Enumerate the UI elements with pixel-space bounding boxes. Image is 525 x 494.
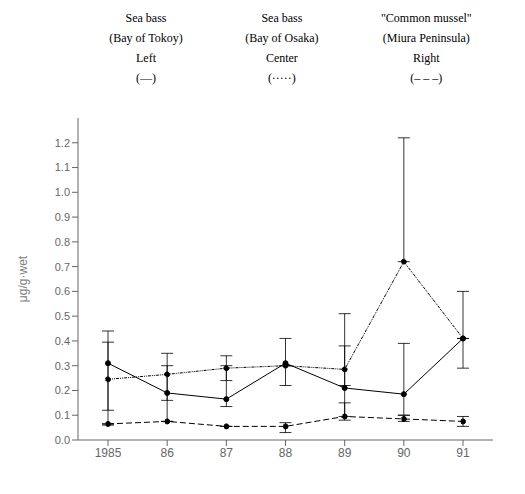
svg-text:0.7: 0.7 bbox=[55, 261, 70, 273]
html-text:(Bay of Tokoy): (Bay of Tokoy) bbox=[109, 31, 183, 45]
html-text:Left: Left bbox=[136, 51, 156, 65]
html-text:Center: Center bbox=[265, 51, 298, 65]
svg-text:0.4: 0.4 bbox=[55, 335, 70, 347]
svg-text:88: 88 bbox=[279, 446, 293, 460]
svg-text:μg/g·wet: μg/g·wet bbox=[16, 255, 30, 302]
svg-text:1.2: 1.2 bbox=[55, 137, 70, 149]
svg-text:87: 87 bbox=[220, 446, 234, 460]
svg-text:0.9: 0.9 bbox=[55, 211, 70, 223]
svg-text:86: 86 bbox=[160, 446, 174, 460]
svg-text:0.5: 0.5 bbox=[55, 310, 70, 322]
svg-text:0.3: 0.3 bbox=[55, 360, 70, 372]
html-text:(Bay of Osaka): (Bay of Osaka) bbox=[245, 31, 319, 45]
svg-text:0.1: 0.1 bbox=[55, 409, 70, 421]
svg-text:0.8: 0.8 bbox=[55, 236, 70, 248]
html-text:Right: Right bbox=[413, 51, 440, 65]
svg-text:1.0: 1.0 bbox=[55, 186, 70, 198]
svg-text:1.1: 1.1 bbox=[55, 161, 70, 173]
svg-text:0.0: 0.0 bbox=[55, 434, 70, 446]
svg-text:1985: 1985 bbox=[95, 446, 122, 460]
html-text:Sea bass: Sea bass bbox=[125, 11, 167, 25]
svg-text:90: 90 bbox=[397, 446, 411, 460]
html-text:"Common mussel": "Common mussel" bbox=[381, 11, 472, 25]
svg-text:0.6: 0.6 bbox=[55, 285, 70, 297]
svg-text:91: 91 bbox=[456, 446, 470, 460]
svg-text:89: 89 bbox=[338, 446, 352, 460]
html-text:(Miura Peninsula): (Miura Peninsula) bbox=[382, 31, 470, 45]
html-text:Sea bass: Sea bass bbox=[261, 11, 303, 25]
svg-text:0.2: 0.2 bbox=[55, 384, 70, 396]
